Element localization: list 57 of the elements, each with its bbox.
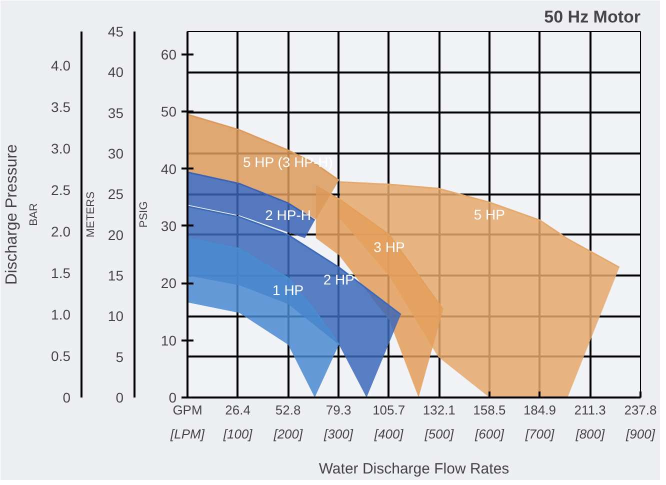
y3-tick-label: 1.5	[51, 265, 71, 282]
series-label: 2 HP-H	[265, 207, 312, 224]
y3-tick-label: 0	[62, 390, 71, 406]
x-tick-label: 237.8	[624, 402, 657, 418]
y2-tick-label: 10	[160, 332, 177, 348]
y3-axis-title: BAR	[28, 203, 40, 226]
y-tick-label: 10	[108, 308, 124, 324]
x-tick-label: 105.7	[372, 402, 406, 418]
chart-title: 50 Hz Motor	[544, 8, 641, 26]
series-label: 1 HP	[272, 282, 304, 298]
x2-tick-label: [800]	[574, 426, 606, 442]
x-tick-label: 184.9	[523, 402, 556, 418]
y-tick-label: 20	[108, 226, 124, 243]
x-tick-label: 211.3	[574, 402, 606, 418]
y2-tick-label: 20	[160, 275, 177, 292]
y2-tick-label: 60	[160, 46, 177, 62]
y3-tick-label: 4.0	[51, 58, 71, 74]
x-tick-label: 52.8	[275, 402, 301, 418]
x2-tick-label: [300]	[323, 426, 354, 442]
y-tick-label: 30	[108, 146, 124, 162]
y-axis-title: METERS	[84, 192, 97, 238]
x-tick-label: GPM	[172, 402, 202, 418]
x2-tick-label: [400]	[373, 426, 404, 442]
x2-tick-label: [500]	[424, 426, 454, 442]
y2-tick-label: 0	[168, 390, 177, 406]
x2-tick-label: [100]	[222, 426, 253, 442]
y3-tick-label: 2.5	[51, 182, 71, 198]
y3-tick-label: 3.5	[51, 99, 71, 116]
y-tick-label: 15	[108, 268, 124, 284]
text: Discharge Pressure	[4, 144, 20, 285]
y2-tick-label: 30	[160, 218, 177, 234]
y3-tick-label: 3.0	[51, 140, 71, 157]
x-tick-label: 158.5	[473, 402, 506, 418]
series-label: 2 HP	[323, 271, 355, 288]
x-tick-label: 132.1	[422, 402, 456, 418]
y-tick-label: 0	[116, 390, 124, 406]
y-tick-label: 5	[116, 348, 124, 365]
y2-tick-label: 40	[160, 160, 177, 177]
x-tick-label: 79.3	[326, 402, 352, 418]
x2-tick-label: [LPM]	[170, 426, 205, 442]
y2-tick-label: 50	[160, 104, 177, 120]
y-tick-label: 35	[108, 104, 124, 121]
x2-tick-label: [600]	[474, 426, 504, 442]
series-label: 3 HP	[374, 238, 405, 255]
x2-tick-label: [700]	[524, 426, 555, 442]
x2-tick-label: [900]	[625, 426, 656, 442]
y3-tick-label: 1.0	[51, 306, 71, 323]
x-axis-title: Water Discharge Flow Rates	[318, 460, 510, 478]
y3-tick-label: 2.0	[51, 224, 71, 240]
y3-tick-label: 0.5	[51, 348, 71, 364]
y-tick-label: 40	[108, 64, 124, 80]
x-tick-label: 26.4	[225, 402, 250, 418]
series-label: 5 HP	[474, 206, 505, 222]
x2-tick-label: [200]	[272, 426, 304, 442]
y-tick-label: 25	[108, 186, 124, 202]
y2-axis-title: PSIG	[138, 201, 150, 228]
y-tick-label: 45	[108, 24, 124, 40]
